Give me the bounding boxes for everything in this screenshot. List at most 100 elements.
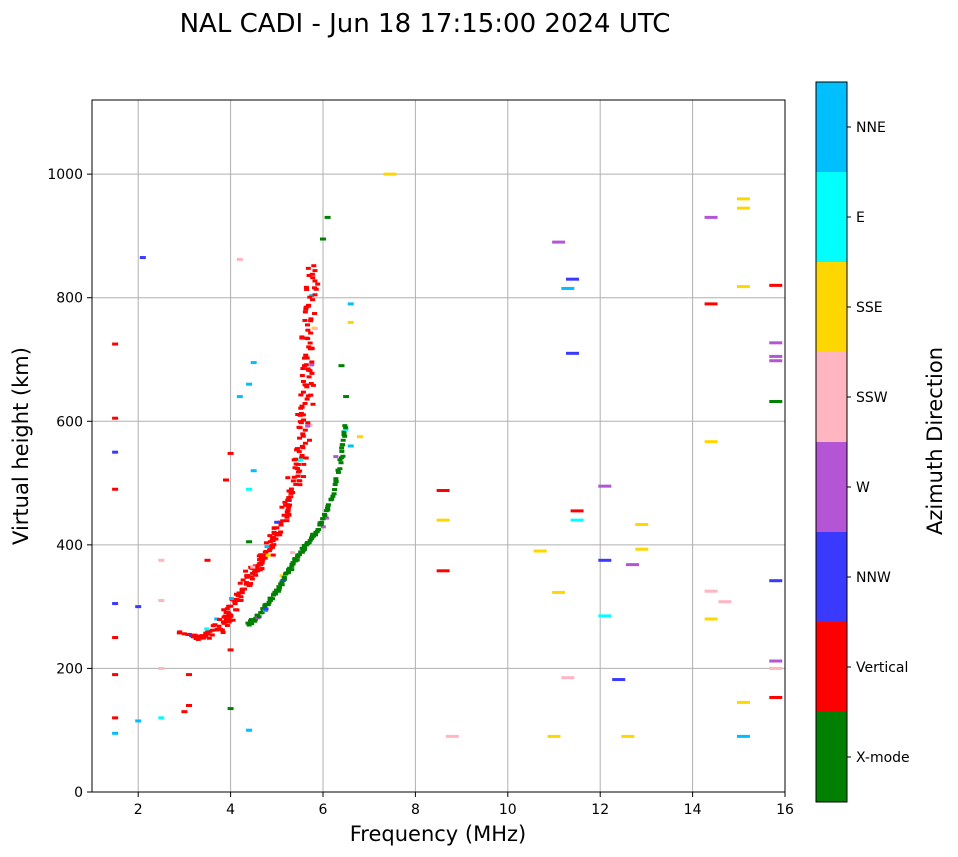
echo-x-mode (310, 532, 316, 536)
echo-vertical (303, 456, 309, 460)
echo-vertical (232, 600, 238, 604)
y-tick-label: 800 (56, 291, 83, 307)
echo-vertical (263, 549, 269, 553)
echo-vertical (299, 453, 305, 457)
echo-vertical (305, 328, 311, 332)
echo-vertical (284, 519, 290, 523)
x-tick-label: 10 (499, 802, 517, 818)
echo-vertical (249, 577, 255, 581)
y-tick-label: 400 (56, 538, 83, 554)
echo-vertical (704, 302, 718, 306)
echo-sse (552, 590, 566, 594)
echo-vertical (177, 630, 183, 634)
echo-x-mode (325, 507, 331, 511)
colorbar-label-e: E (856, 210, 865, 226)
echo-vertical (258, 556, 264, 560)
echo-vertical (315, 282, 321, 286)
echo-nne (250, 361, 257, 365)
echo-nnw (598, 558, 612, 562)
echo-vertical (310, 276, 316, 280)
echo-e (343, 427, 349, 431)
echo-vertical (245, 574, 251, 578)
echo-nne (561, 286, 575, 290)
echo-nne (347, 444, 354, 448)
echo-vertical (570, 509, 584, 513)
echo-vertical (300, 390, 306, 394)
echo-x-mode (252, 618, 258, 622)
echo-vertical (305, 266, 311, 270)
echo-x-mode (308, 537, 314, 541)
echo-vertical (312, 269, 318, 273)
echo-x-mode (296, 553, 302, 557)
echo-vertical (220, 631, 226, 635)
echo-x-mode (331, 492, 337, 496)
echo-vertical (304, 323, 310, 327)
echo-vertical (304, 287, 310, 291)
echo-x-mode (290, 561, 296, 565)
echo-vertical (307, 295, 313, 299)
chart-title: NAL CADI - Jun 18 17:15:00 2024 UTC (180, 9, 671, 39)
echo-vertical (298, 393, 304, 397)
echo-x-mode (301, 547, 307, 551)
echo-vertical (228, 604, 234, 608)
echo-vertical (295, 474, 301, 478)
echo-vertical (311, 264, 317, 268)
colorbar-swatch-vertical (816, 622, 847, 712)
echo-vertical (239, 591, 245, 595)
echo-e (598, 614, 612, 618)
echo-vertical (243, 581, 249, 585)
echo-sse (436, 518, 450, 522)
echo-vertical (200, 636, 206, 640)
echo-nnw (139, 256, 146, 260)
echo-vertical (227, 613, 233, 617)
echo-vertical (306, 303, 312, 307)
echo-vertical (308, 393, 314, 397)
echo-x-mode (333, 479, 339, 483)
echo-x-mode (338, 456, 344, 460)
echo-x-mode (285, 571, 291, 575)
echo-ssw (769, 666, 783, 670)
echo-nnw (112, 602, 119, 606)
echo-x-mode (332, 483, 338, 487)
echo-vertical (270, 539, 276, 543)
grid-layer (92, 100, 786, 793)
echo-vertical (298, 411, 304, 415)
echo-vertical (310, 383, 316, 387)
echo-nnw (112, 450, 119, 454)
echo-x-mode (325, 503, 331, 507)
echo-vertical (301, 462, 307, 466)
echo-nne (135, 719, 142, 723)
y-tick-label: 0 (74, 785, 83, 801)
echo-x-mode (340, 454, 346, 458)
echo-vertical (309, 371, 315, 375)
echo-vertical (257, 568, 263, 572)
echo-vertical (197, 634, 203, 638)
echo-sse (704, 617, 718, 621)
echo-vertical (270, 553, 276, 557)
echo-x-mode (276, 587, 282, 591)
echo-nnw (135, 605, 142, 609)
y-tick-label: 600 (56, 414, 83, 430)
echo-x-mode (256, 615, 262, 619)
echo-vertical (436, 488, 450, 492)
echo-vertical (304, 385, 310, 389)
y-tick-label: 200 (56, 661, 83, 677)
echo-vertical (312, 279, 318, 283)
echo-x-mode (769, 400, 783, 404)
echo-vertical (305, 421, 311, 425)
echo-vertical (309, 360, 315, 364)
echo-x-mode (343, 426, 349, 430)
echo-x-mode (339, 446, 345, 450)
echo-w (323, 516, 329, 520)
echo-ssw (290, 551, 296, 555)
echo-x-mode (299, 550, 305, 554)
echo-vertical (298, 421, 304, 425)
colorbar-frame (815, 81, 848, 803)
colorbar-label-sse: SSE (856, 300, 883, 316)
echo-vertical (257, 561, 263, 565)
echo-vertical (293, 482, 299, 486)
echo-x-mode (246, 623, 252, 627)
echo-x-mode (325, 504, 331, 508)
echo-vertical (112, 716, 119, 720)
